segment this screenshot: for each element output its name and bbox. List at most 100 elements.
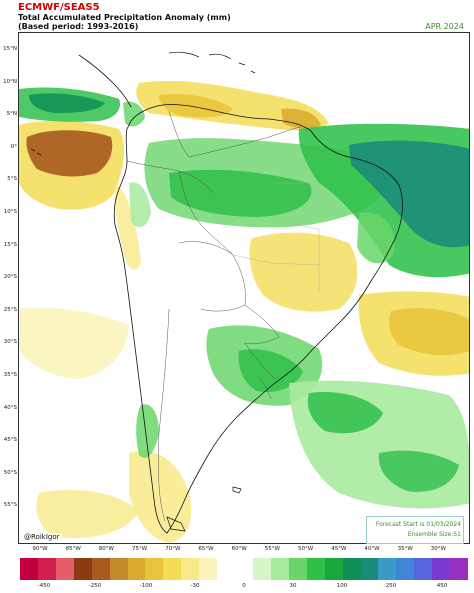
- colorbar-segment: [414, 558, 433, 580]
- model-title: ECMWF/SEAS5: [18, 2, 100, 13]
- longitude-axis: 90°W 85°W 80°W 75°W 70°W 65°W 60°W 55°W 50°W 45°W…: [18, 546, 470, 556]
- latitude-label: 15°N: [3, 46, 17, 52]
- galapagos: [30, 148, 42, 156]
- wet-south-atlantic-core2: [378, 450, 459, 492]
- latitude-axis: 15°N 10°N 5°N 0° 5°S 10°S 15°S 20°S 25°S 30°S 35°S…: [0, 32, 18, 544]
- colorbar-tick-label: -250: [88, 583, 102, 589]
- coastline-layer: [30, 51, 403, 534]
- dry-pacific-core: [26, 130, 113, 177]
- colorbar-segment: [127, 558, 146, 580]
- latitude-label: 0°: [10, 143, 17, 150]
- latitude-label: 35°S: [3, 372, 17, 378]
- colorbar-tick-label: 450: [436, 583, 448, 589]
- colorbar: [20, 558, 469, 580]
- border-layer: [126, 110, 320, 522]
- border-argentina-chile: [158, 308, 170, 522]
- base-period: (Based period: 1993-2016): [18, 22, 139, 31]
- colorbar-tick-label: -100: [139, 583, 153, 589]
- border-peru-brazil: [178, 170, 234, 256]
- forecast-start-text: Forecast Start is 01/03/2024: [375, 521, 461, 528]
- colorbar-segment: [217, 558, 236, 580]
- dry-venezuela-core: [159, 93, 233, 118]
- colorbar-segment: [432, 558, 451, 580]
- colorbar-segment: [306, 558, 325, 580]
- map-canvas: [19, 51, 469, 543]
- longitude-label: 85°W: [65, 546, 81, 552]
- wet-pacific-itcz-core: [29, 93, 105, 113]
- border-venezuela-brazil: [188, 126, 302, 158]
- colorbar-segment: [270, 558, 289, 580]
- colorbar-segment: [145, 558, 164, 580]
- anomaly-map: [18, 32, 470, 544]
- colorbar-segment: [342, 558, 361, 580]
- longitude-label: 45°W: [331, 546, 347, 552]
- colorbar-ticks: -450 -250 -100 -30 0 30 100 250 450: [20, 583, 468, 593]
- colorbar-segment: [378, 558, 397, 580]
- dry-south-atlantic-core: [389, 308, 469, 356]
- latitude-label: 25°S: [3, 306, 17, 313]
- dry-coastal-peru: [114, 183, 141, 270]
- south-america-coastline: [113, 104, 403, 534]
- colorbar-segment: [91, 558, 110, 580]
- wet-andes: [129, 182, 151, 228]
- border-uruguay: [258, 376, 272, 400]
- tierra-del-fuego: [166, 516, 186, 532]
- longitude-label: 65°W: [198, 546, 214, 552]
- colorbar-tick-label: 30: [289, 583, 297, 589]
- longitude-label: 75°W: [132, 546, 148, 552]
- latitude-label: 50°S: [3, 469, 17, 476]
- falklands: [232, 486, 242, 494]
- latitude-label: 40°S: [3, 404, 17, 411]
- latitude-label: 20°S: [3, 274, 17, 281]
- colorbar-segment: [181, 558, 200, 580]
- latitude-label: 55°S: [3, 502, 17, 509]
- dry-central-brazil: [249, 232, 358, 312]
- colorbar-tick-label: 0: [242, 583, 246, 589]
- colorbar-tick-label: -30: [190, 583, 200, 589]
- latitude-label: 45°S: [3, 437, 17, 444]
- latitude-label: 5°S: [7, 176, 17, 183]
- colorbar-segment: [163, 558, 182, 580]
- colorbar-segment: [199, 558, 218, 580]
- colorbar-segment: [396, 558, 415, 580]
- colorbar-segment: [324, 558, 343, 580]
- colorbar-segment: [109, 558, 128, 580]
- wet-anomaly-layer: [19, 87, 469, 509]
- colorbar-segment: [37, 558, 56, 580]
- latitude-label: 30°S: [3, 339, 17, 346]
- longitude-label: 30°W: [430, 546, 446, 552]
- longitude-label: 35°W: [397, 546, 413, 552]
- dry-pacific-south: [19, 307, 129, 379]
- border-paraguay: [244, 304, 280, 344]
- colorbar-segment: [252, 558, 271, 580]
- longitude-label: 80°W: [98, 546, 114, 552]
- dry-pacific-far-south: [36, 489, 139, 538]
- border-colombia-venezuela: [168, 110, 190, 158]
- valid-month-label: APR 2024: [425, 22, 464, 31]
- border-bolivia: [178, 241, 246, 312]
- author-credit: @RoikIgor: [22, 533, 62, 541]
- variable-title: Total Accumulated Precipitation Anomaly …: [18, 13, 231, 22]
- forecast-info-box: Forecast Start is 01/03/2024 Ensemble Si…: [366, 516, 464, 544]
- colorbar-segment: [73, 558, 92, 580]
- colorbar-tick-label: 100: [336, 583, 348, 589]
- wet-colombia: [123, 101, 145, 127]
- dry-anomaly-layer: [19, 80, 469, 543]
- longitude-label: 50°W: [298, 546, 314, 552]
- wet-amazon-core: [169, 169, 312, 217]
- longitude-label: 90°W: [32, 546, 48, 552]
- dry-caribbean: [136, 80, 329, 131]
- colorbar-tick-label: 250: [385, 583, 397, 589]
- longitude-label: 70°W: [165, 546, 181, 552]
- map-header: ECMWF/SEAS5 Total Accumulated Precipitat…: [18, 2, 470, 42]
- wet-south-atlantic-core: [307, 391, 383, 434]
- latitude-label: 10°N: [3, 78, 17, 85]
- colorbar-segment: [450, 558, 469, 580]
- central-america-coastline: [78, 54, 132, 108]
- wet-chile: [136, 404, 159, 458]
- latitude-label: 10°S: [3, 209, 17, 215]
- dry-guiana: [281, 108, 321, 129]
- colorbar-segment: [360, 558, 379, 580]
- ensemble-size-text: Ensemble Size:51: [407, 531, 461, 538]
- colorbar-segment: [55, 558, 74, 580]
